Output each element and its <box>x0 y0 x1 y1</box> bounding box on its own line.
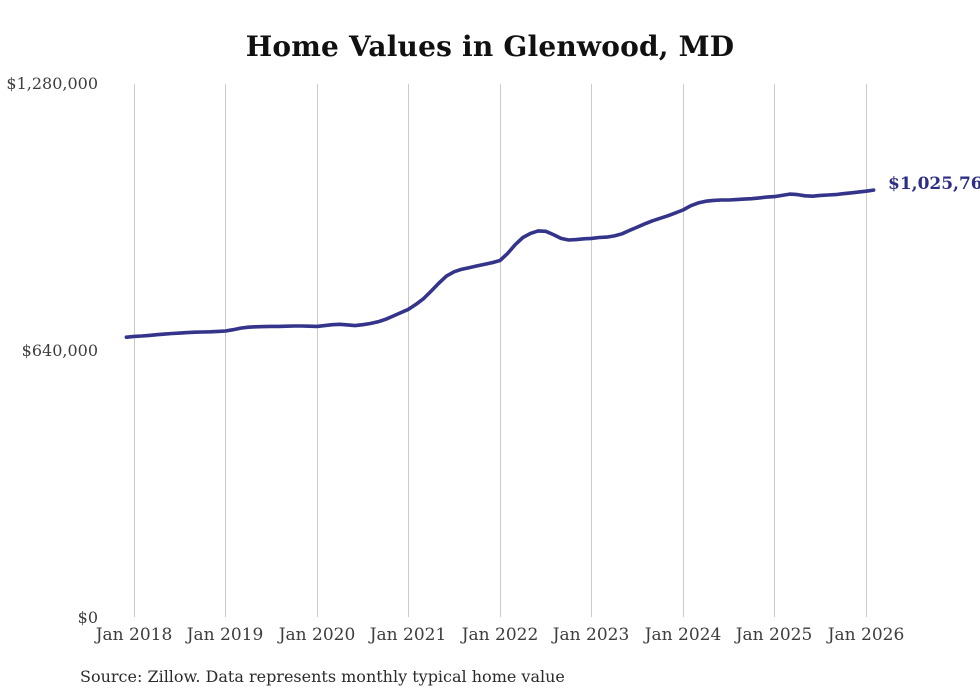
gridline-jan-2025 <box>774 84 775 617</box>
gridline-jan-2021 <box>408 84 409 617</box>
y-axis-label-1280000: $1,280,000 <box>6 74 98 93</box>
y-axis-label-0: $0 <box>77 608 98 627</box>
source-note: Source: Zillow. Data represents monthly … <box>80 667 565 686</box>
chart-title: Home Values in Glenwood, MD <box>245 30 735 63</box>
x-axis-label-jan-2025: Jan 2025 <box>735 625 813 645</box>
gridline-jan-2020 <box>317 84 318 617</box>
x-axis-label-jan-2019: Jan 2019 <box>186 625 264 645</box>
gridline-jan-2026 <box>866 84 867 617</box>
x-axis-label-jan-2018: Jan 2018 <box>95 625 173 645</box>
gridline-jan-2019 <box>225 84 226 617</box>
x-axis-label-jan-2024: Jan 2024 <box>644 625 722 645</box>
gridline-jan-2018 <box>134 84 135 617</box>
end-value-label: $1,025,767 <box>888 174 980 194</box>
y-axis-label-640000: $640,000 <box>21 341 98 360</box>
x-axis-label-jan-2020: Jan 2020 <box>278 625 356 645</box>
gridline-jan-2022 <box>500 84 501 617</box>
x-axis-label-jan-2026: Jan 2026 <box>827 625 905 645</box>
gridline-jan-2024 <box>683 84 684 617</box>
gridline-jan-2023 <box>591 84 592 617</box>
x-axis-label-jan-2021: Jan 2021 <box>369 625 447 645</box>
x-axis-label-jan-2023: Jan 2023 <box>552 625 630 645</box>
x-axis-label-jan-2022: Jan 2022 <box>461 625 539 645</box>
